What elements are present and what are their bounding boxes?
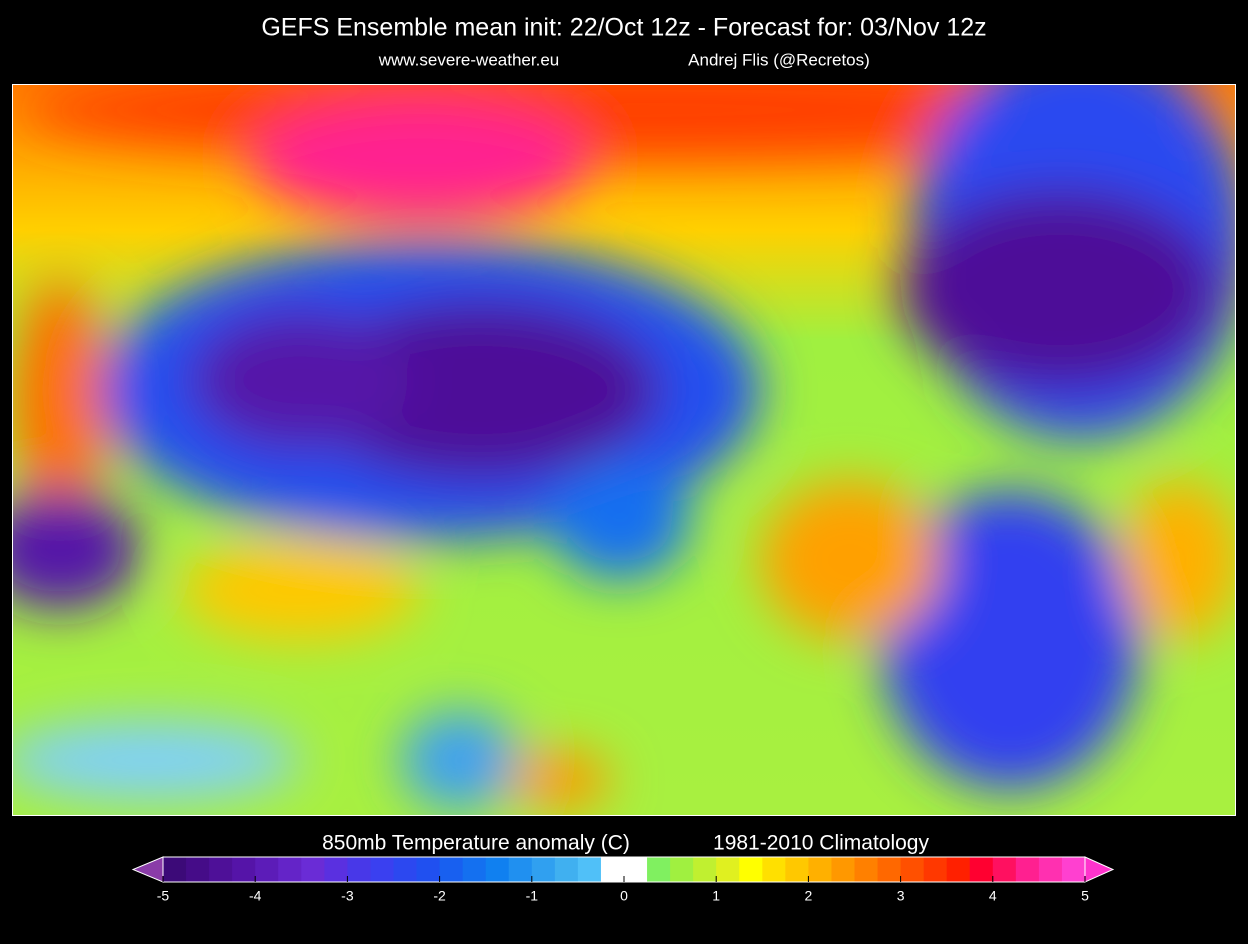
colorbar-label: 850mb Temperature anomaly (C) <box>322 832 630 855</box>
colorbar-segment <box>186 857 210 882</box>
colorbar-segment <box>1015 857 1040 882</box>
colorbar-segment <box>485 857 510 882</box>
author: Andrej Flis (@Recretos) <box>688 50 870 69</box>
over-arrow <box>1084 856 1115 883</box>
colorbar-segment <box>163 857 187 882</box>
tick-label: -3 <box>341 888 354 904</box>
colorbar-segment <box>624 857 648 882</box>
colorbar-segment <box>762 857 786 882</box>
colorbar-segment <box>992 857 1017 882</box>
website: www.severe-weather.eu <box>378 50 559 69</box>
colorbar-segment <box>209 857 233 882</box>
colorbar-segment <box>508 857 533 882</box>
colorbar-segment <box>739 857 763 882</box>
tick-label: 1 <box>712 888 720 904</box>
colorbar-segment <box>347 857 371 882</box>
tick-label: -1 <box>526 888 539 904</box>
under-arrow <box>131 856 164 883</box>
colorbar-segment <box>785 857 809 882</box>
tick-label: -5 <box>157 888 170 904</box>
colorbar-segment <box>831 857 855 882</box>
title: GEFS Ensemble mean init: 22/Oct 12z - Fo… <box>261 14 986 42</box>
colorbar-segment <box>370 857 394 882</box>
colorbar: -5 -4 -3 -2 -1 0 1 2 3 4 5 <box>131 856 1115 904</box>
colorbar-segment <box>439 857 464 882</box>
colorbar-segment <box>301 857 325 882</box>
tick-label: 3 <box>897 888 905 904</box>
colorbar-segment <box>923 857 948 882</box>
colorbar-segment <box>693 857 717 882</box>
colorbar-segment <box>531 857 556 882</box>
tick-label: -4 <box>249 888 262 904</box>
colorbar-segment <box>946 857 971 882</box>
map <box>12 84 1236 816</box>
colorbar-segment <box>1038 857 1063 882</box>
colorbar-segment <box>1061 857 1086 882</box>
tick-label: -2 <box>433 888 446 904</box>
tick-label: 4 <box>989 888 997 904</box>
climatology-label: 1981-2010 Climatology <box>713 832 929 855</box>
colorbar-segment <box>577 857 602 882</box>
colorbar-segment <box>255 857 279 882</box>
colorbar-segment <box>462 857 487 882</box>
colorbar-segment <box>808 857 832 882</box>
colorbar-segment <box>877 857 902 882</box>
colorbar-segment <box>393 857 418 882</box>
colorbar-segment <box>647 857 671 882</box>
colorbar-segment <box>900 857 925 882</box>
tick-label: 2 <box>805 888 813 904</box>
colorbar-segment <box>854 857 879 882</box>
colorbar-segment <box>416 857 441 882</box>
tick-label: 5 <box>1081 888 1089 904</box>
tick-label: 0 <box>620 888 628 904</box>
colorbar-segment <box>670 857 694 882</box>
colorbar-segment <box>554 857 579 882</box>
colorbar-segment <box>969 857 994 882</box>
colorbar-segment <box>278 857 302 882</box>
colorbar-segment <box>324 857 348 882</box>
colorbar-segment <box>600 857 625 882</box>
colorbar-segment <box>232 857 256 882</box>
colorbar-segment <box>716 857 740 882</box>
